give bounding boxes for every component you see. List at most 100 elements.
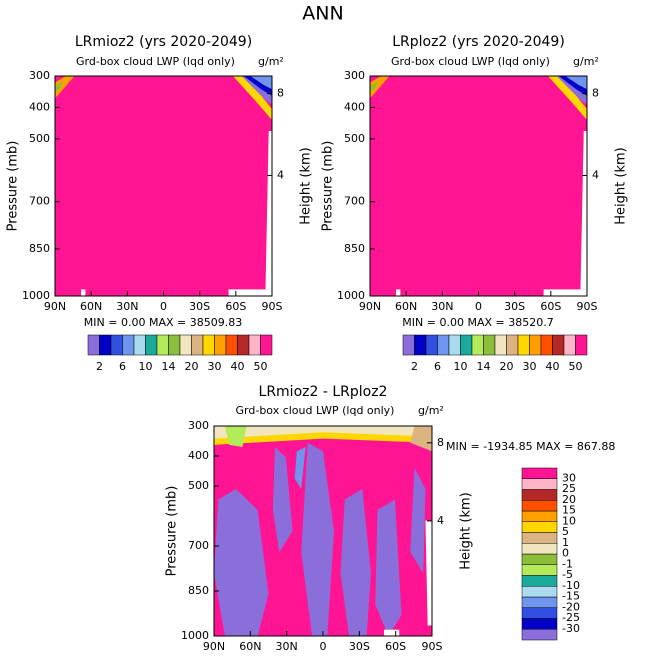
y2-tick-label: 4 xyxy=(437,514,444,527)
field-region xyxy=(425,520,432,626)
y-axis-label: Pressure (mb) xyxy=(165,486,180,577)
units: g/m² xyxy=(418,404,444,417)
y-tick-label: 850 xyxy=(29,242,50,255)
field-region xyxy=(384,629,400,636)
colorbar-box xyxy=(521,489,558,501)
colorbar-box xyxy=(521,607,558,619)
colorbar-label: 20 xyxy=(185,360,199,373)
colorbar-box xyxy=(521,629,558,641)
field-background xyxy=(55,76,272,296)
field-region xyxy=(410,426,432,452)
colorbar-box xyxy=(471,334,484,356)
colorbar-label: 30 xyxy=(562,471,576,484)
field-region xyxy=(340,489,371,636)
y2-tick-label: 8 xyxy=(437,436,444,449)
colorbar-label: 10 xyxy=(139,360,153,373)
colorbar-box xyxy=(99,334,112,356)
colorbar-box xyxy=(414,334,427,356)
min: 0.00 xyxy=(121,316,146,329)
colorbar-box xyxy=(521,618,558,630)
colorbar-label: 10 xyxy=(562,514,576,527)
colorbar-box xyxy=(156,334,169,356)
max: 867.88 xyxy=(577,440,616,453)
stats: MIN = 0.00 MAX = 38520.7 xyxy=(402,316,553,329)
y-tick-label: 1000 xyxy=(22,289,50,302)
max: 38520.7 xyxy=(508,316,554,329)
stats: MIN = -1934.85 MAX = 867.88 xyxy=(446,440,615,453)
colorbar-box xyxy=(521,521,558,533)
field-region xyxy=(375,499,402,636)
colorbar-box xyxy=(87,334,100,356)
colorbar-label: 30 xyxy=(208,360,222,373)
field-region xyxy=(214,426,432,439)
colorbar-box xyxy=(521,510,558,522)
colorbar-box xyxy=(145,334,158,356)
field-region xyxy=(224,426,247,447)
colorbar-label: 50 xyxy=(254,360,268,373)
field-region xyxy=(81,289,86,296)
x-tick-label: 60S xyxy=(225,300,246,313)
colorbar-label: 40 xyxy=(231,360,245,373)
units: g/m² xyxy=(258,55,284,68)
x-tick-label: 60S xyxy=(385,640,406,653)
colorbar-box xyxy=(179,334,192,356)
min-text: MIN = xyxy=(84,316,118,329)
field-region xyxy=(580,131,587,290)
field-region xyxy=(396,289,401,296)
colorbar-box xyxy=(521,467,558,479)
colorbar-label: -20 xyxy=(562,600,580,613)
max: 38509.83 xyxy=(190,316,243,329)
colorbar-label: 30 xyxy=(523,360,537,373)
units: g/m² xyxy=(573,55,599,68)
colorbar-label: 5 xyxy=(562,525,569,538)
colorbar-box xyxy=(202,334,215,356)
y2-tick-label: 8 xyxy=(277,87,284,100)
colorbar-box xyxy=(521,564,558,576)
colorbar-box xyxy=(529,334,542,356)
colorbar-box xyxy=(225,334,238,356)
colorbar-box xyxy=(506,334,519,356)
colorbar-label: 20 xyxy=(500,360,514,373)
colorbar-label: 14 xyxy=(162,360,176,373)
field-region xyxy=(294,447,306,489)
colorbar-box xyxy=(552,334,565,356)
field-region xyxy=(543,289,587,296)
x-tick-label: 30S xyxy=(349,640,370,653)
max-text: MAX = xyxy=(149,316,186,329)
colorbar-label: 6 xyxy=(119,360,126,373)
y-tick-label: 700 xyxy=(344,195,365,208)
colorbar-label: 2 xyxy=(411,360,418,373)
y-axis-label: Pressure (mb) xyxy=(321,141,336,232)
field-region xyxy=(214,489,269,636)
y2-tick-label: 4 xyxy=(277,168,284,181)
panel-subtitle: Grd-box cloud LWP (lqd only) xyxy=(76,55,235,68)
field-region xyxy=(265,131,272,290)
y-tick-label: 700 xyxy=(29,195,50,208)
colorbar-label: -30 xyxy=(562,622,580,635)
x-tick-label: 0 xyxy=(160,300,167,313)
colorbar-label: 40 xyxy=(546,360,560,373)
field-region xyxy=(272,447,293,552)
colorbar-label: 20 xyxy=(562,493,576,506)
page-title: ANN xyxy=(302,3,343,25)
x-tick-label: 60N xyxy=(80,300,102,313)
colorbar-box xyxy=(460,334,473,356)
max-text: MAX = xyxy=(536,440,573,453)
panel-subtitle: Grd-box cloud LWP (lqd only) xyxy=(391,55,550,68)
colorbar-label: 25 xyxy=(562,482,576,495)
colorbar-label: 6 xyxy=(434,360,441,373)
panel-title: LRploz2 (yrs 2020-2049) xyxy=(392,34,565,50)
colorbar-box xyxy=(521,553,558,565)
y-tick-label: 850 xyxy=(188,584,209,597)
colorbar-label: -10 xyxy=(562,579,580,592)
field-region xyxy=(410,468,426,573)
y-tick-label: 300 xyxy=(344,69,365,82)
colorbar-label: -5 xyxy=(562,568,573,581)
field-region xyxy=(301,442,334,636)
field-region xyxy=(370,76,390,98)
colorbar-label: 2 xyxy=(96,360,103,373)
y-tick-label: 500 xyxy=(188,479,209,492)
x-tick-label: 60S xyxy=(540,300,561,313)
y-tick-label: 1000 xyxy=(337,289,365,302)
colorbar-label: -15 xyxy=(562,590,580,603)
